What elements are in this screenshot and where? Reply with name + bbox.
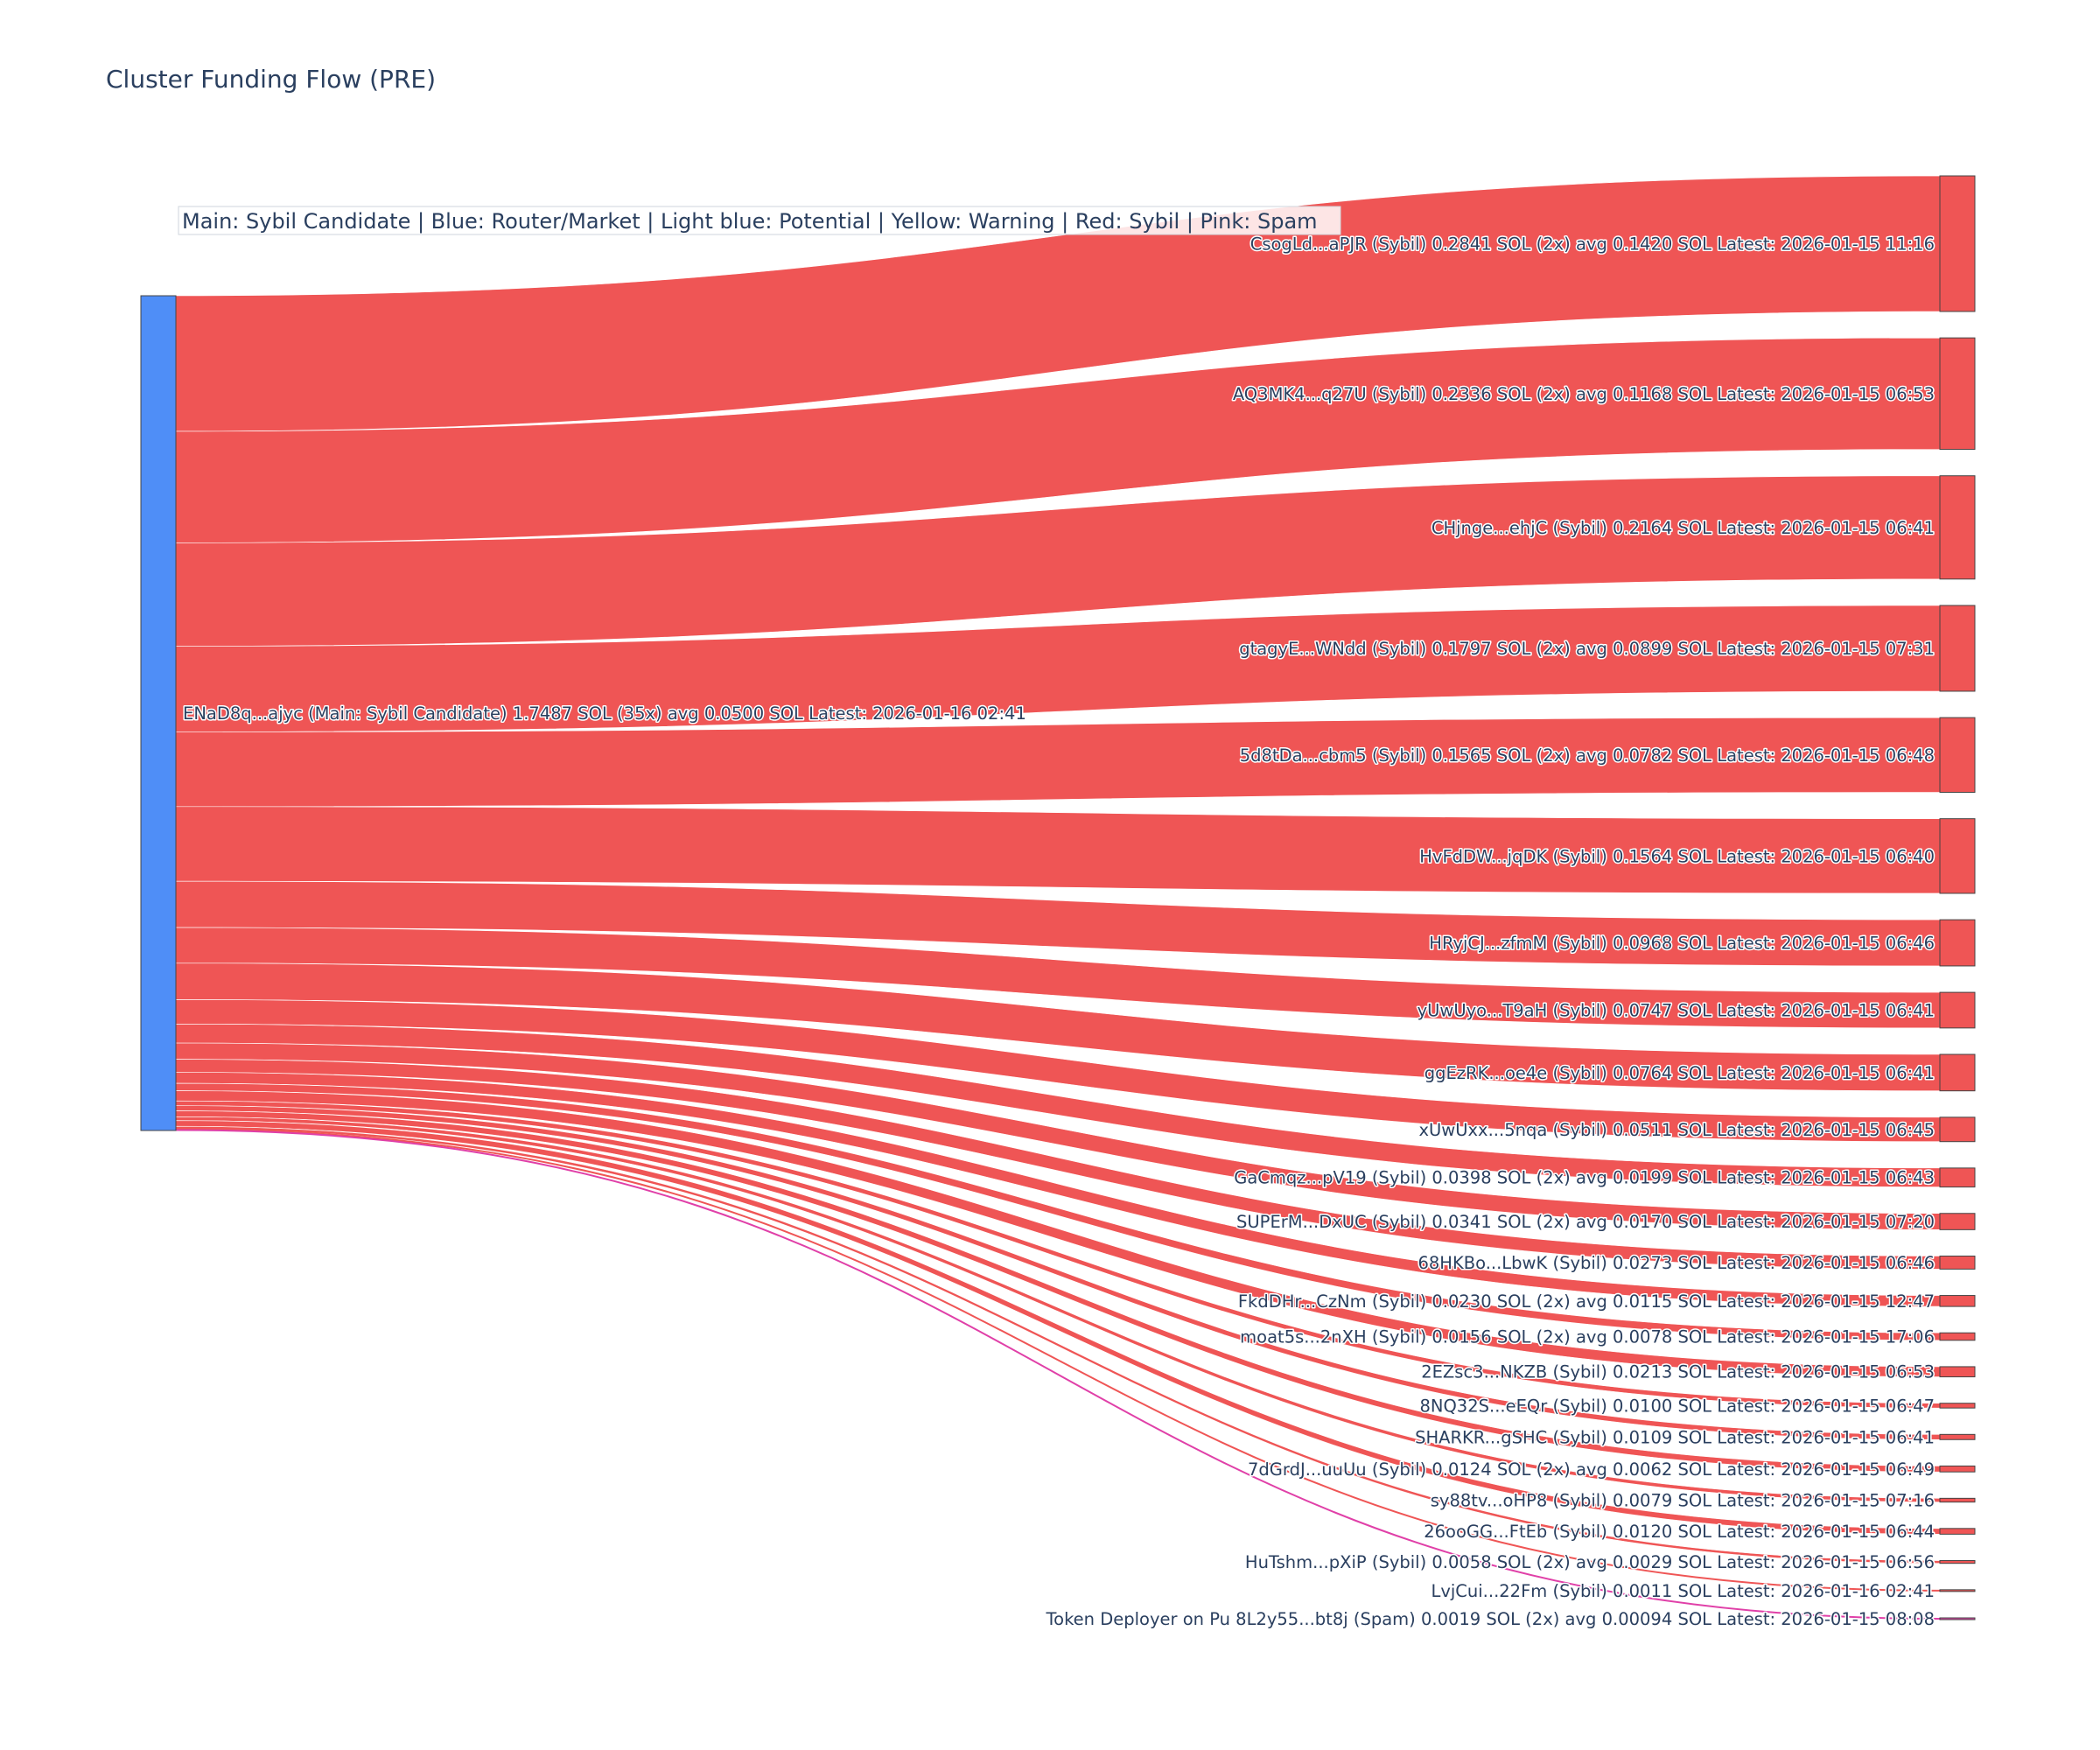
target-node[interactable] (1939, 1403, 1976, 1409)
target-node[interactable] (1939, 1054, 1976, 1092)
target-node-label: yUwUyo...T9aH (Sybil) 0.0747 SOL Latest:… (1418, 1000, 1935, 1020)
target-node-label: SUPErM...DxUC (Sybil) 0.0341 SOL (2x) av… (1236, 1212, 1935, 1232)
target-nodes-layer (1939, 175, 1976, 1620)
target-node[interactable] (1939, 1116, 1976, 1143)
target-node[interactable] (1939, 1167, 1976, 1188)
target-node[interactable] (1939, 1332, 1976, 1341)
target-node[interactable] (1939, 919, 1976, 967)
target-node-label: 7dGrdJ...uuUu (Sybil) 0.0124 SOL (2x) av… (1248, 1460, 1935, 1480)
target-node[interactable] (1939, 1465, 1976, 1473)
target-node[interactable] (1939, 1213, 1976, 1230)
source-node-label: ENaD8q...ajyc (Main: Sybil Candidate) 1.… (183, 704, 1026, 724)
flow-link[interactable] (175, 1128, 1941, 1592)
target-node[interactable] (1939, 1256, 1976, 1270)
target-node[interactable] (1939, 1528, 1976, 1535)
target-node-label: sy88tv...oHP8 (Sybil) 0.0079 SOL Latest:… (1431, 1491, 1935, 1511)
target-node[interactable] (1939, 175, 1976, 312)
target-node-label: Token Deployer on Pu 8L2y55...bt8j (Spam… (1046, 1609, 1935, 1629)
legend-note-group: Main: Sybil Candidate | Blue: Router/Mar… (178, 206, 1341, 235)
target-node[interactable] (1939, 1617, 1976, 1620)
target-node[interactable] (1939, 1589, 1976, 1592)
target-node-label: SHARKR...gSHC (Sybil) 0.0109 SOL Latest:… (1415, 1427, 1935, 1447)
target-node[interactable] (1939, 818, 1976, 894)
target-node-label: 26ooGG...FtEb (Sybil) 0.0120 SOL Latest:… (1424, 1522, 1935, 1542)
target-node[interactable] (1939, 337, 1976, 451)
labels-layer: ENaD8q...ajyc (Main: Sybil Candidate) 1.… (182, 233, 1936, 1631)
target-node[interactable] (1939, 1560, 1976, 1564)
target-node-label: LvjCui...22Fm (Sybil) 0.0011 SOL Latest:… (1431, 1581, 1935, 1601)
target-node-label: 5d8tDa...cbm5 (Sybil) 0.1565 SOL (2x) av… (1240, 746, 1935, 766)
legend-note: Main: Sybil Candidate | Blue: Router/Mar… (182, 209, 1318, 234)
target-node-label: moat5s...2nXH (Sybil) 0.0156 SOL (2x) av… (1240, 1327, 1935, 1348)
target-node[interactable] (1939, 475, 1976, 580)
target-node-label: CsogLd...aPJR (Sybil) 0.2841 SOL (2x) av… (1250, 234, 1935, 254)
target-node-label: AQ3MK4...q27U (Sybil) 0.2336 SOL (2x) av… (1233, 384, 1935, 404)
target-node-label: HRyjCJ...zfmM (Sybil) 0.0968 SOL Latest:… (1429, 934, 1935, 954)
chart-title: Cluster Funding Flow (PRE) (106, 65, 436, 94)
target-node-label: CHjnge...ehjC (Sybil) 0.2164 SOL Latest:… (1432, 518, 1935, 538)
target-node[interactable] (1939, 1433, 1976, 1440)
target-node[interactable] (1939, 1366, 1976, 1378)
target-node-label: gtagyE...WNdd (Sybil) 0.1797 SOL (2x) av… (1239, 639, 1935, 659)
target-node[interactable] (1939, 717, 1976, 793)
target-node-label: 8NQ32S...eEQr (Sybil) 0.0100 SOL Latest:… (1419, 1396, 1935, 1416)
legend-note-box (178, 206, 1341, 235)
target-node[interactable] (1939, 1497, 1976, 1503)
source-node[interactable] (140, 295, 177, 1131)
target-node-label: 2EZsc3...NKZB (Sybil) 0.0213 SOL Latest:… (1421, 1362, 1935, 1382)
links-layer (175, 175, 1941, 1620)
target-node-label: ggEzRK...oe4e (Sybil) 0.0764 SOL Latest:… (1424, 1063, 1935, 1083)
target-node-label: HvFdDW...jqDK (Sybil) 0.1564 SOL Latest:… (1419, 846, 1935, 866)
target-node-label: HuTshm...pXiP (Sybil) 0.0058 SOL (2x) av… (1245, 1552, 1935, 1572)
target-node[interactable] (1939, 991, 1976, 1029)
target-node-label: 68HKBo...LbwK (Sybil) 0.0273 SOL Latest:… (1418, 1253, 1935, 1273)
target-node[interactable] (1939, 1295, 1976, 1307)
target-node-label: FkdDHr...CzNm (Sybil) 0.0230 SOL (2x) av… (1238, 1292, 1935, 1312)
target-node-label: xUwUxx...5nqa (Sybil) 0.0511 SOL Latest:… (1418, 1120, 1935, 1140)
source-node-group (140, 295, 177, 1131)
target-node[interactable] (1939, 605, 1976, 692)
target-node-label: GaCmqz...pV19 (Sybil) 0.0398 SOL (2x) av… (1234, 1168, 1935, 1188)
flow-link[interactable] (175, 1129, 1941, 1620)
